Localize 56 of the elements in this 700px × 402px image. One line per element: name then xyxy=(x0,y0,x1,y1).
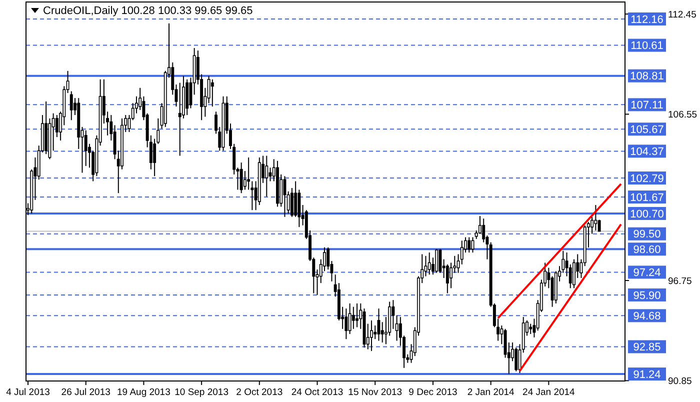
ref-line-label: 107.11 xyxy=(630,100,664,112)
candlestick xyxy=(435,248,438,274)
x-tick-label: 2 Jan 2014 xyxy=(467,387,514,398)
ref-line-label: 99.50 xyxy=(633,228,661,241)
ref-line-label: 105.67 xyxy=(630,124,664,136)
candlestick xyxy=(594,204,598,231)
y-tick-label: 106.55 xyxy=(668,110,698,121)
y-tick-label: 112.45 xyxy=(668,9,696,20)
x-tick-label: 9 Dec 2013 xyxy=(408,387,458,398)
ref-line-label: 95.90 xyxy=(633,290,661,302)
candlestick xyxy=(294,180,298,218)
x-tick-label: 26 Jul 2013 xyxy=(61,387,110,398)
candlestick xyxy=(395,314,398,342)
ref-line-label: 91.24 xyxy=(633,368,661,381)
candlestick xyxy=(356,302,359,328)
ref-line-label: 94.68 xyxy=(633,310,661,323)
ref-line-label: 98.60 xyxy=(633,244,661,256)
candlestick xyxy=(84,130,88,166)
candlestick xyxy=(210,78,214,108)
candlestick xyxy=(424,255,428,277)
x-tick-label: 19 Aug 2013 xyxy=(117,387,170,398)
candlestick xyxy=(370,320,373,352)
candlestick xyxy=(283,176,286,218)
candlestick xyxy=(240,162,243,194)
candlestick xyxy=(550,276,554,308)
x-tick-label: 10 Sep 2013 xyxy=(174,387,229,398)
candlestick xyxy=(352,306,355,330)
candlestick xyxy=(344,308,348,340)
chart-title: CrudeOIL,Daily 100.28 100.33 99.65 99.65 xyxy=(43,5,253,17)
candlestick xyxy=(529,323,532,334)
candlestick xyxy=(438,248,442,274)
ref-line-label: 110.61 xyxy=(630,40,664,52)
x-tick-label: 4 Jul 2013 xyxy=(6,387,50,398)
candlestick xyxy=(392,300,395,330)
ref-line-label: 102.79 xyxy=(630,172,664,185)
candlestick xyxy=(207,76,210,104)
ref-line-label: 97.24 xyxy=(633,267,661,280)
x-tick-label: 2 Oct 2013 xyxy=(236,387,283,398)
ref-line-label: 92.85 xyxy=(633,342,661,354)
x-tick-label: 24 Oct 2013 xyxy=(291,387,344,398)
y-tick-label: 90.85 xyxy=(668,376,692,387)
x-tick-label: 15 Nov 2013 xyxy=(348,387,402,398)
ref-line-label: 112.16 xyxy=(630,14,664,26)
candlestick xyxy=(468,236,471,254)
x-tick-label: 24 Jan 2014 xyxy=(522,387,575,398)
ref-line-label: 104.37 xyxy=(630,146,664,158)
candlestick xyxy=(428,252,431,276)
candlestick xyxy=(348,302,352,334)
candlestick xyxy=(70,90,73,121)
y-tick-label: 96.75 xyxy=(668,276,692,287)
candlestick xyxy=(265,155,268,198)
candlestick xyxy=(290,188,294,218)
ref-line-label: 101.67 xyxy=(630,192,664,204)
candlestick xyxy=(446,264,449,294)
ref-line-label: 108.81 xyxy=(630,70,664,83)
ref-line-label: 100.70 xyxy=(630,208,664,220)
